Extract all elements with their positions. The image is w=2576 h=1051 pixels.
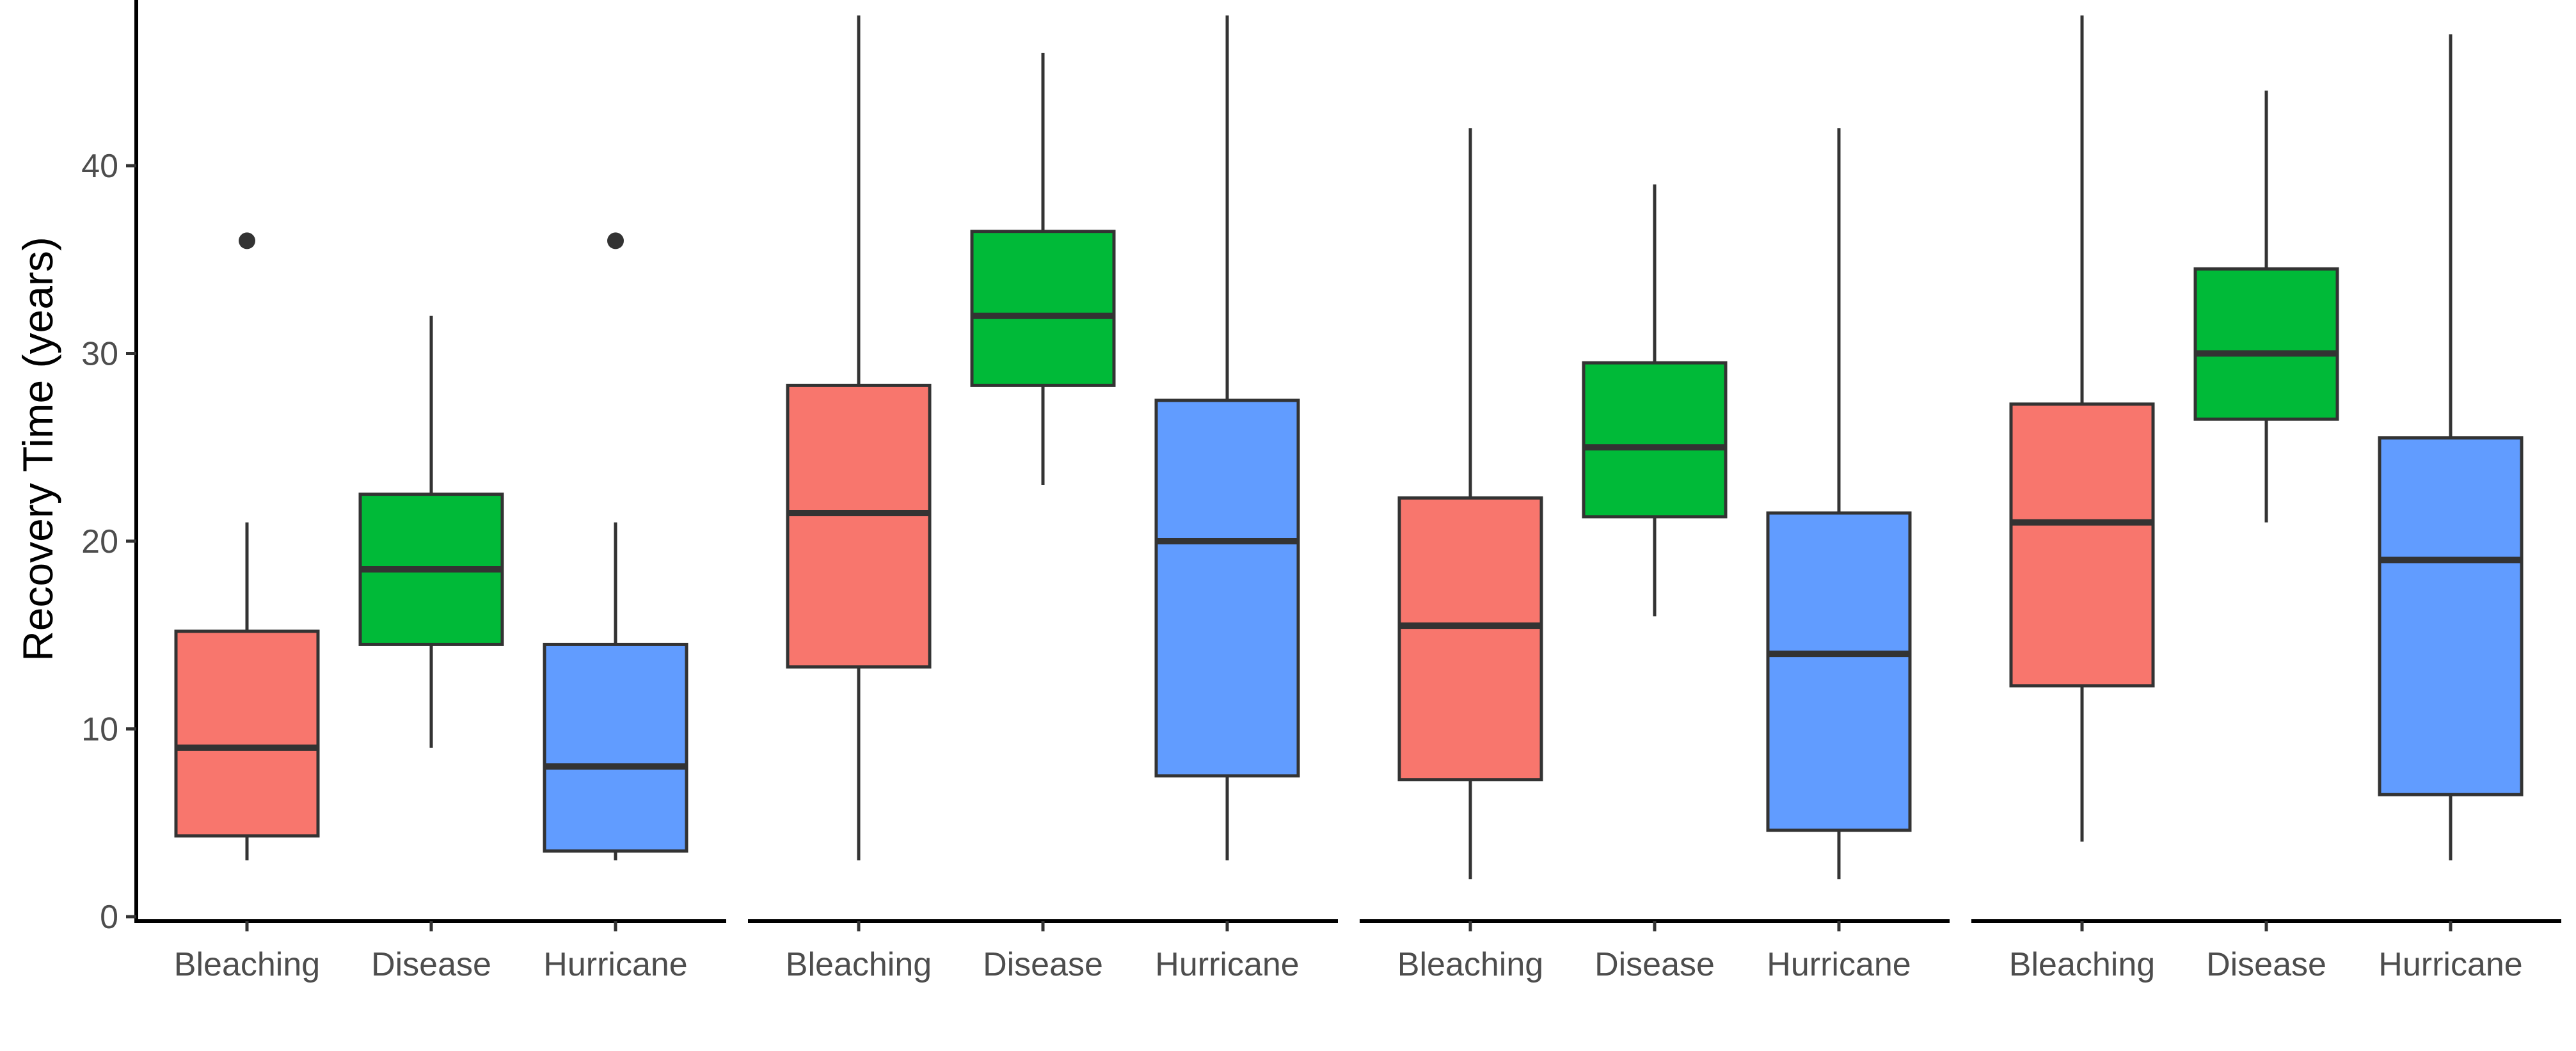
box-body [2009, 402, 2155, 688]
box-body [2193, 267, 2339, 421]
y-axis: 0 10 20 30 40 [81, 0, 138, 936]
x-tick-label: Bleaching [174, 946, 320, 983]
x-tick-label: Bleaching [1397, 946, 1543, 983]
box-body [2378, 436, 2524, 796]
box-bleaching [1397, 128, 1543, 880]
x-tick-label: Disease [371, 946, 491, 983]
y-axis-label: Recovery Time (years) [14, 237, 61, 661]
box-hurricane [2378, 34, 2524, 860]
y-tick-label: 10 [81, 711, 118, 748]
box-body [1582, 361, 1728, 519]
box-body [970, 230, 1116, 387]
box-disease [358, 315, 504, 748]
x-tick-label: Hurricane [1767, 946, 1911, 983]
y-tick-label: 0 [100, 899, 118, 936]
outlier-point [239, 232, 255, 249]
panels: Bleaching Disease Hurricane Bleaching Diseas… [134, 15, 2561, 983]
x-tick-label: Bleaching [2009, 946, 2155, 983]
x-tick-label: Hurricane [543, 946, 687, 983]
box-body [543, 642, 688, 853]
box-body [786, 383, 932, 669]
panel-1: Bleaching Disease Hurricane [134, 232, 726, 983]
x-tick-label: Bleaching [786, 946, 932, 983]
box-body [174, 629, 320, 838]
y-tick-label: 30 [81, 336, 118, 373]
box-disease [1582, 184, 1728, 617]
box-hurricane [1154, 15, 1300, 860]
y-tick-label: 20 [81, 523, 118, 560]
box-body [1154, 399, 1300, 778]
box-hurricane [1766, 128, 1912, 880]
panel-2: Bleaching Disease Hurricane [748, 15, 1338, 983]
panel-3: Bleaching Disease Hurricane [1360, 128, 1950, 983]
y-tick-label: 40 [81, 148, 118, 185]
x-tick-label: Disease [983, 946, 1103, 983]
box-body [1397, 496, 1543, 782]
box-bleaching [2009, 15, 2155, 842]
box-body [1766, 511, 1912, 832]
x-tick-label: Disease [2206, 946, 2326, 983]
box-bleaching [786, 15, 932, 860]
box-disease [2193, 90, 2339, 523]
x-tick-label: Hurricane [1155, 946, 1299, 983]
x-tick-label: Disease [1594, 946, 1715, 983]
box-hurricane [543, 232, 688, 860]
outlier-point [607, 232, 624, 249]
x-tick-label: Hurricane [2378, 946, 2522, 983]
box-bleaching [174, 232, 320, 860]
panel-4: Bleaching Disease Hurricane [1971, 15, 2561, 983]
box-disease [970, 52, 1116, 485]
